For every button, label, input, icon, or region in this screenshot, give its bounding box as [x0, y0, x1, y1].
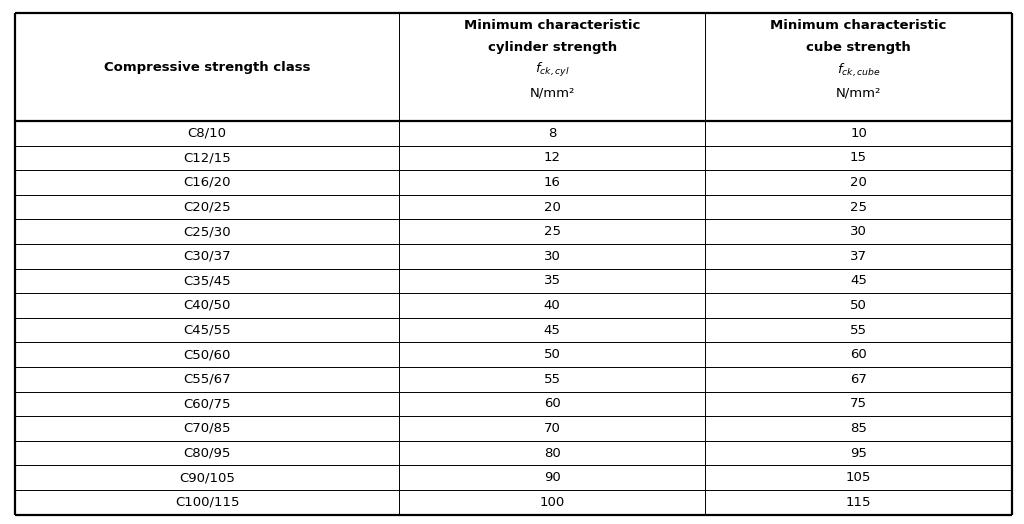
Text: 37: 37: [850, 250, 867, 263]
Text: N/mm²: N/mm²: [529, 86, 574, 100]
Text: cylinder strength: cylinder strength: [487, 41, 616, 54]
Text: C35/45: C35/45: [183, 275, 231, 287]
Text: C20/25: C20/25: [183, 201, 231, 213]
Text: C8/10: C8/10: [187, 127, 226, 140]
Text: 8: 8: [548, 127, 556, 140]
Text: Compressive strength class: Compressive strength class: [103, 60, 310, 73]
Text: 55: 55: [544, 373, 561, 386]
Text: C30/37: C30/37: [183, 250, 231, 263]
Text: 40: 40: [544, 299, 560, 312]
Text: 10: 10: [850, 127, 867, 140]
Text: 12: 12: [544, 151, 561, 165]
Text: C50/60: C50/60: [183, 348, 230, 361]
Text: N/mm²: N/mm²: [836, 86, 882, 100]
Text: 55: 55: [850, 323, 867, 336]
Text: C100/115: C100/115: [175, 496, 240, 509]
Text: 35: 35: [544, 275, 561, 287]
Text: 90: 90: [544, 471, 560, 484]
Text: C60/75: C60/75: [183, 397, 230, 410]
Text: 70: 70: [544, 422, 560, 435]
Text: 20: 20: [544, 201, 560, 213]
Text: 100: 100: [540, 496, 565, 509]
Text: C25/30: C25/30: [183, 225, 231, 238]
Text: 85: 85: [850, 422, 867, 435]
Text: 30: 30: [850, 225, 867, 238]
Text: 75: 75: [850, 397, 867, 410]
Text: C70/85: C70/85: [183, 422, 230, 435]
Text: C45/55: C45/55: [183, 323, 231, 336]
Text: C80/95: C80/95: [183, 446, 230, 460]
Text: 30: 30: [544, 250, 560, 263]
Text: 105: 105: [846, 471, 871, 484]
Text: 45: 45: [544, 323, 560, 336]
Text: Minimum characteristic: Minimum characteristic: [770, 19, 947, 32]
Text: 25: 25: [850, 201, 867, 213]
Text: Minimum characteristic: Minimum characteristic: [464, 19, 640, 32]
Text: 50: 50: [544, 348, 560, 361]
Text: 80: 80: [544, 446, 560, 460]
Text: 50: 50: [850, 299, 867, 312]
Text: $f_{\mathregular{ck,cyl}}$: $f_{\mathregular{ck,cyl}}$: [535, 61, 569, 79]
Text: 60: 60: [544, 397, 560, 410]
Text: 60: 60: [850, 348, 867, 361]
Text: 16: 16: [544, 176, 560, 189]
Text: C90/105: C90/105: [179, 471, 236, 484]
Text: 95: 95: [850, 446, 867, 460]
Text: 15: 15: [850, 151, 867, 165]
Text: 115: 115: [846, 496, 871, 509]
Text: 45: 45: [850, 275, 867, 287]
Text: 20: 20: [850, 176, 867, 189]
Text: 67: 67: [850, 373, 867, 386]
Text: C55/67: C55/67: [183, 373, 231, 386]
Text: C16/20: C16/20: [183, 176, 230, 189]
Text: C12/15: C12/15: [183, 151, 231, 165]
Text: cube strength: cube strength: [806, 41, 911, 54]
Text: $f_{\mathregular{ck,cube}}$: $f_{\mathregular{ck,cube}}$: [837, 62, 881, 79]
Text: 25: 25: [544, 225, 561, 238]
Text: C40/50: C40/50: [183, 299, 230, 312]
